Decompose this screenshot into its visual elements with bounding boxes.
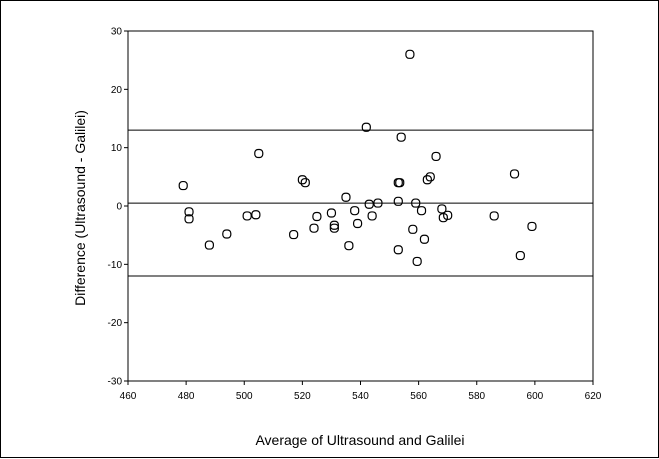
data-point: [515, 250, 525, 261]
data-point: [289, 229, 299, 240]
x-tick-label: 480: [178, 391, 195, 402]
x-axis: 460 480 500 520 540 560 580 600 620: [120, 381, 602, 402]
data-point: [527, 221, 537, 232]
data-point: [364, 199, 374, 209]
data-point: [352, 218, 363, 229]
y-tick-label: 20: [111, 85, 123, 96]
data-point: [297, 175, 307, 185]
data-point: [422, 175, 432, 185]
data-point: [373, 198, 383, 208]
data-points: [178, 49, 537, 267]
data-point: [405, 49, 415, 59]
y-tick-label: -30: [108, 377, 123, 388]
x-axis-label: Average of Ultrasound and Galilei: [255, 432, 464, 448]
data-point: [344, 241, 354, 251]
y-axis: 30 20 10 0 -10 -20 -30: [108, 27, 128, 388]
data-point: [489, 211, 499, 221]
data-point: [184, 214, 194, 224]
x-tick-label: 500: [236, 391, 253, 402]
data-point: [509, 169, 520, 179]
data-point: [361, 122, 371, 132]
x-tick-label: 580: [468, 391, 485, 402]
y-tick-label: 30: [111, 27, 123, 38]
data-point: [393, 196, 403, 206]
data-point: [251, 210, 261, 220]
x-tick-label: 540: [352, 391, 369, 402]
data-point: [412, 256, 422, 267]
plot-area: [127, 30, 594, 382]
data-point: [326, 208, 337, 218]
data-point: [425, 172, 435, 182]
x-tick-label: 520: [294, 391, 311, 402]
data-point: [416, 206, 427, 216]
data-point: [312, 211, 322, 222]
y-tick-label: 10: [111, 143, 123, 154]
data-point: [367, 211, 377, 221]
data-point: [204, 240, 214, 250]
data-point: [408, 224, 418, 234]
y-tick-label: 0: [116, 202, 122, 213]
data-point: [184, 207, 194, 217]
data-point: [411, 198, 421, 208]
data-point: [300, 178, 310, 188]
data-point: [443, 210, 453, 220]
y-axis-label: Difference (Ultrasound - Galilei): [72, 110, 88, 306]
data-point: [419, 234, 430, 244]
data-point: [178, 180, 188, 191]
data-point: [254, 148, 264, 159]
data-point: [222, 229, 232, 239]
data-point: [437, 204, 447, 214]
x-tick-label: 620: [585, 391, 602, 402]
x-tick-label: 560: [410, 391, 427, 402]
data-point: [309, 223, 319, 233]
y-tick-label: -10: [108, 260, 123, 271]
y-tick-label: -20: [108, 318, 123, 329]
data-point: [329, 220, 339, 230]
data-point: [341, 192, 351, 202]
data-point: [393, 245, 403, 255]
reference-lines: [128, 129, 593, 277]
data-point: [350, 206, 360, 216]
data-point: [431, 151, 441, 162]
data-point: [395, 178, 405, 188]
data-point: [242, 211, 252, 221]
x-tick-label: 600: [527, 391, 544, 402]
data-point: [396, 132, 406, 142]
x-tick-label: 460: [120, 391, 137, 402]
